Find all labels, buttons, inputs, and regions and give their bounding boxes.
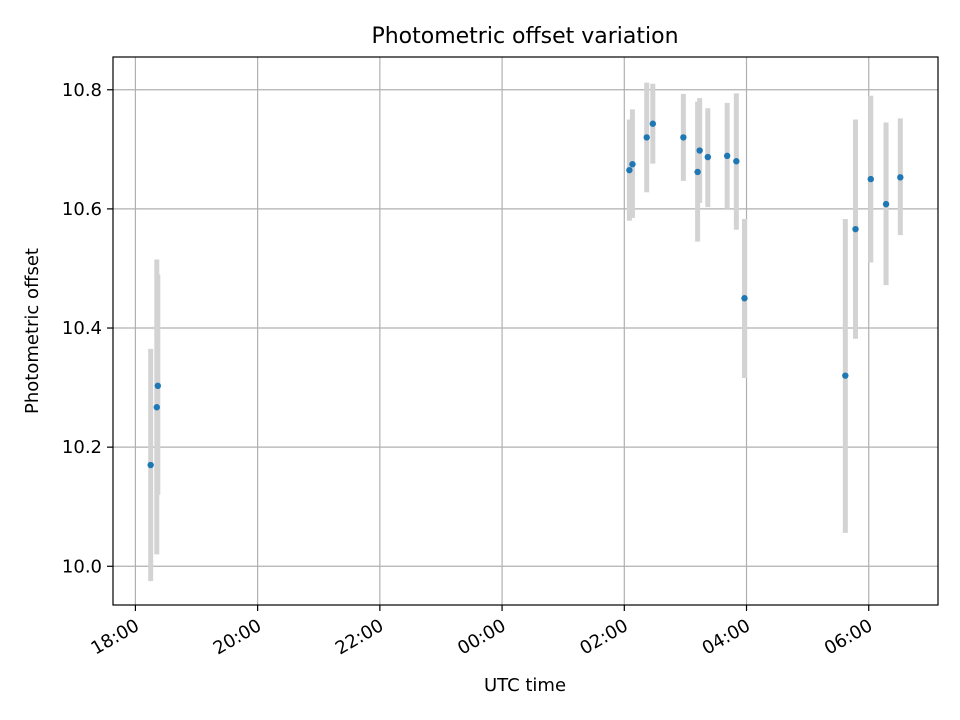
data-point [680,134,687,141]
y-tick-label: 10.4 [62,318,102,339]
data-point [882,200,890,208]
data-point [842,372,849,379]
data-point [733,158,740,165]
data-point [704,153,712,161]
data-point [694,168,701,176]
data-point [867,175,874,183]
chart-title: Photometric offset variation [371,24,678,49]
data-points [147,120,904,469]
x-axis-label: UTC time [484,675,566,696]
data-point [696,147,703,154]
y-tick-label: 10.2 [62,437,102,458]
y-tick-label: 10.0 [62,556,102,577]
y-tick-label: 10.8 [62,80,102,101]
data-point [852,225,859,233]
data-point [643,134,650,141]
data-point [741,295,748,302]
data-point [154,382,162,389]
data-point [626,166,633,174]
y-axis-label: Photometric offset [22,248,43,414]
data-point [649,120,657,127]
data-point [153,404,160,411]
data-point [629,161,636,168]
data-point [723,152,731,160]
data-point [147,461,154,469]
data-point [897,174,904,181]
y-tick-label: 10.6 [62,199,102,220]
plot-frame [112,56,939,606]
